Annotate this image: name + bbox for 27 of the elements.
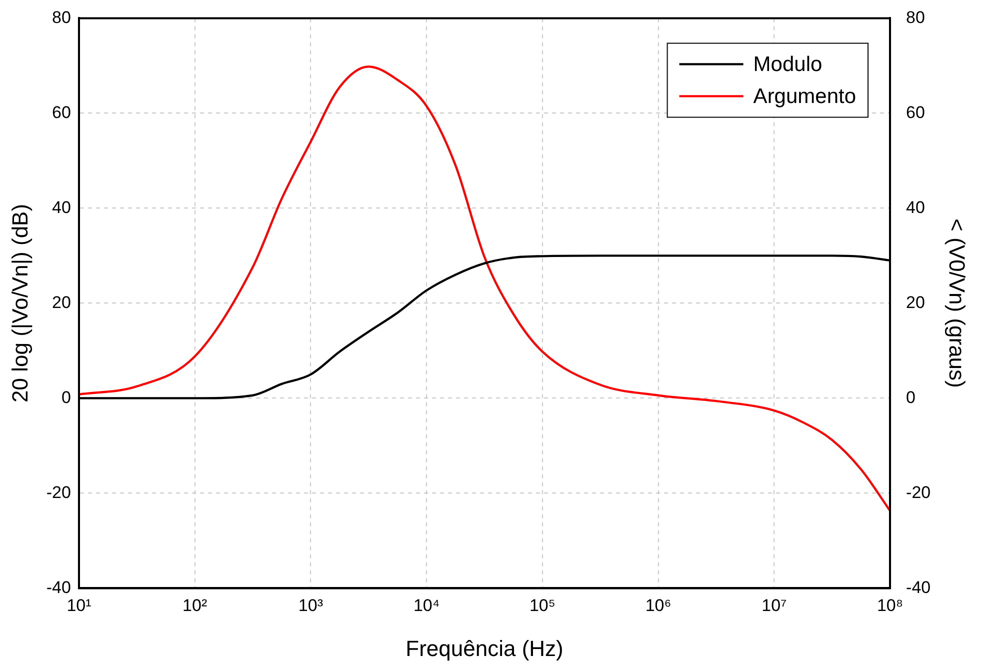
y2-tick-label: -40 [906,578,931,597]
x-axis-title: Frequência (Hz) [406,636,564,661]
x-tick-label: 10⁴ [413,596,440,616]
y-tick-label: 40 [52,198,71,217]
y2-tick-label: 20 [906,292,925,312]
y-tick-label: 60 [52,102,71,122]
x-tick-label: 10⁵ [529,596,556,616]
y2-tick-label: 40 [906,198,925,217]
y2-tick-label: -20 [906,482,931,502]
legend-label: Modulo [753,52,822,76]
x-tick-label: 10¹ [66,596,92,616]
x-tick-label: 10³ [298,596,324,616]
y2-tick-label: 0 [906,388,916,407]
x-tick-label: 10² [182,596,208,616]
x-tick-label: 10⁸ [876,596,904,616]
y2-axis-title: < (V0/Vn) (graus) [944,218,970,388]
x-tick-label: 10⁷ [762,596,787,616]
y2-tick-label: 80 [906,8,925,27]
y-axis-title: 20 log (|Vo/Vn|) (dB) [7,204,32,402]
y-tick-label: 80 [52,8,71,27]
y-tick-label: -20 [46,482,71,502]
y-tick-label: -40 [46,578,71,597]
y2-tick-label: 60 [906,102,925,122]
legend-label: Argumento [753,84,856,108]
x-tick-label: 10⁶ [645,596,672,616]
y-tick-label: 0 [62,388,71,407]
y-tick-label: 20 [52,292,71,312]
